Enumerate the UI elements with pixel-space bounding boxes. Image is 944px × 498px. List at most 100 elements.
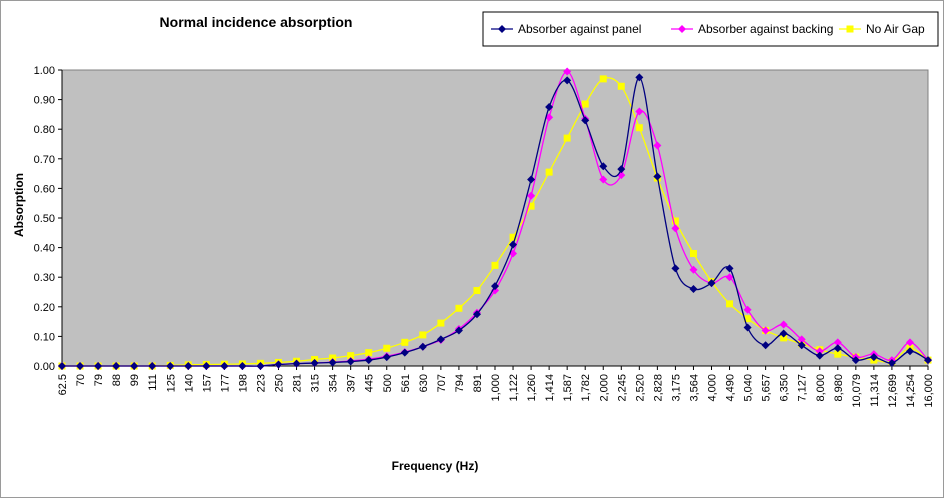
data-point <box>689 265 698 274</box>
x-tick-label: 125 <box>165 374 177 392</box>
data-point <box>905 338 914 347</box>
x-tick-label: 445 <box>364 374 376 392</box>
y-tick-label: 0.20 <box>34 302 55 314</box>
data-point <box>635 124 643 132</box>
y-tick-label: 0.50 <box>34 213 55 225</box>
data-point <box>346 357 355 366</box>
x-tick-label: 1,000 <box>490 374 502 402</box>
x-tick-label: 1,122 <box>508 374 520 402</box>
data-point <box>797 341 806 350</box>
data-point <box>617 82 625 90</box>
x-tick-label: 2,000 <box>598 374 610 402</box>
legend-marker <box>678 25 686 33</box>
data-point <box>491 282 499 291</box>
x-tick-label: 2,245 <box>616 374 628 402</box>
x-tick-label: 177 <box>219 374 231 392</box>
data-point <box>292 359 301 368</box>
legend-marker <box>498 25 506 33</box>
legend-label: Absorber against backing <box>698 22 833 36</box>
data-point <box>472 310 481 319</box>
x-tick-label: 1,260 <box>526 374 538 402</box>
data-point <box>653 141 662 150</box>
data-point <box>509 240 518 249</box>
data-point <box>310 359 319 368</box>
x-tick-label: 561 <box>400 374 412 392</box>
x-tick-label: 5,040 <box>743 374 755 402</box>
x-tick-label: 794 <box>454 374 466 392</box>
x-tick-label: 16,000 <box>923 374 935 408</box>
data-point <box>328 358 337 367</box>
x-tick-label: 157 <box>201 374 213 392</box>
x-tick-label: 10,079 <box>851 374 863 408</box>
x-tick-label: 4,490 <box>725 374 737 402</box>
data-point <box>689 285 698 294</box>
data-point <box>545 103 554 111</box>
x-tick-label: 707 <box>436 374 448 392</box>
data-point <box>725 264 734 273</box>
data-point <box>473 287 481 295</box>
x-tick-label: 397 <box>346 374 358 392</box>
series-0 <box>58 73 932 370</box>
data-point <box>58 362 66 370</box>
chart-title: Normal incidence absorption <box>160 14 353 30</box>
x-axis-label: Frequency (Hz) <box>392 459 479 473</box>
x-tick-label: 223 <box>255 374 267 392</box>
data-point <box>635 73 644 82</box>
data-point <box>924 356 932 365</box>
x-tick-label: 99 <box>129 374 141 386</box>
x-tick-label: 62.5 <box>57 374 69 395</box>
data-point <box>797 335 806 344</box>
series-layer <box>58 67 932 370</box>
plot-area <box>61 69 929 367</box>
data-point <box>689 250 697 258</box>
x-tick-label: 250 <box>274 374 286 392</box>
x-tick-label: 70 <box>75 374 87 386</box>
data-point <box>833 338 842 347</box>
data-point <box>599 175 608 184</box>
data-point <box>454 326 463 335</box>
data-point <box>365 349 373 357</box>
x-tick-label: 2,828 <box>652 374 664 402</box>
x-tick-label: 3,564 <box>688 374 700 402</box>
x-tick-label: 630 <box>418 374 430 392</box>
data-point <box>815 351 824 360</box>
data-point <box>671 217 679 225</box>
data-point <box>545 168 553 176</box>
data-point <box>833 344 842 353</box>
data-point <box>401 338 409 346</box>
data-point <box>148 362 157 370</box>
x-tick-label: 500 <box>382 374 394 392</box>
data-point <box>671 264 680 273</box>
data-point <box>509 233 517 241</box>
data-point <box>653 172 662 181</box>
data-point <box>617 165 626 174</box>
x-tick-label: 11,314 <box>869 374 881 407</box>
y-tick-label: 1.00 <box>34 65 55 77</box>
data-point <box>419 331 427 339</box>
y-tick-label: 0.30 <box>34 272 55 284</box>
x-tick-label: 14,254 <box>905 374 917 408</box>
data-point <box>707 279 716 288</box>
x-tick-label: 88 <box>111 374 123 386</box>
data-point <box>743 323 752 332</box>
x-axis: 62.5 70 79 88 99 111 125 140 157 177 198 223 250 281 3… <box>57 365 935 408</box>
x-tick-label: 79 <box>93 374 105 386</box>
data-point <box>382 353 391 362</box>
y-tick-label: 0.70 <box>34 154 55 166</box>
legend-label: Absorber against panel <box>518 22 641 36</box>
data-point <box>527 191 536 200</box>
x-tick-label: 315 <box>310 374 322 392</box>
legend-label: No Air Gap <box>866 22 925 36</box>
x-tick-label: 8,980 <box>833 374 845 402</box>
data-point <box>274 360 283 369</box>
legend: Absorber against panel Absorber against b… <box>482 11 939 47</box>
x-tick-label: 354 <box>328 374 340 392</box>
data-point <box>400 348 409 357</box>
x-tick-label: 1,414 <box>544 374 556 402</box>
data-point <box>112 362 121 370</box>
data-point <box>744 315 752 323</box>
data-point <box>220 362 229 370</box>
legend-marker <box>846 25 854 33</box>
y-tick-label: 0.40 <box>34 243 55 255</box>
data-point <box>509 249 518 258</box>
